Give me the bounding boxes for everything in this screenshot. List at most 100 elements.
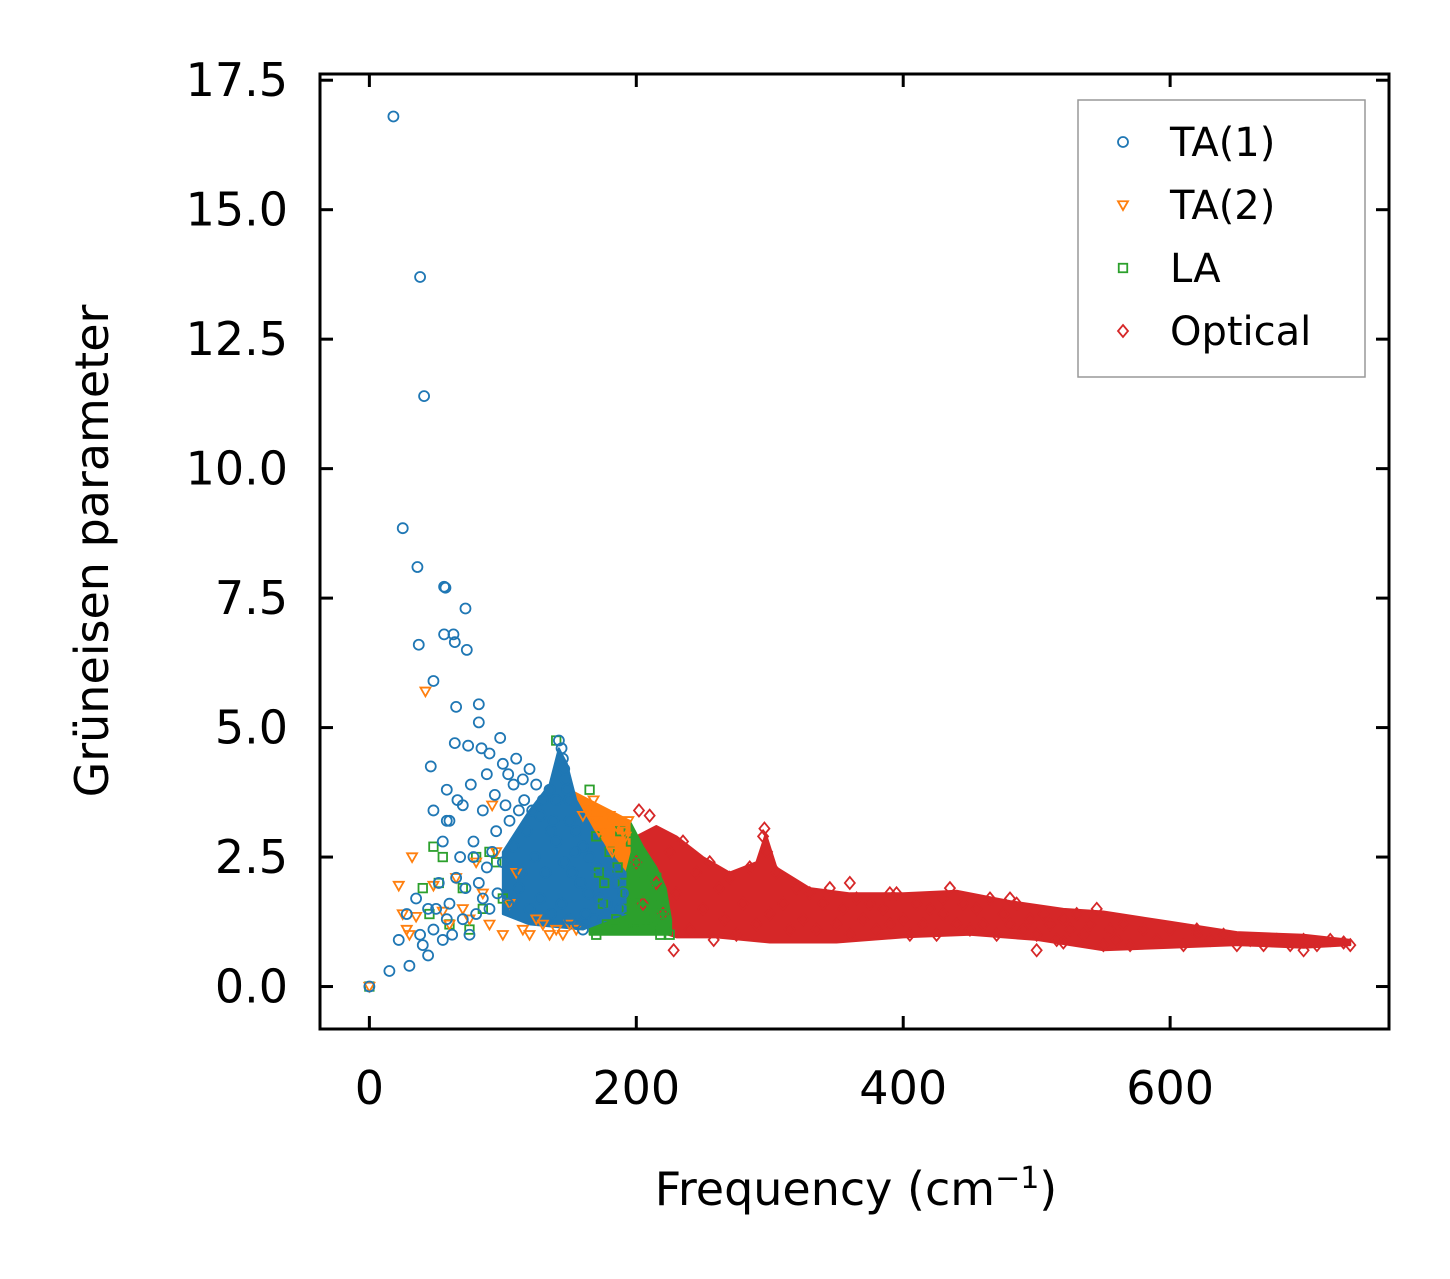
point-ta2	[456, 904, 470, 916]
point-ta1	[563, 913, 576, 926]
point-optical	[776, 896, 790, 912]
y-tick-label: 10.0	[186, 442, 288, 496]
point-la	[664, 929, 675, 940]
point-ta2	[496, 930, 510, 942]
point-la	[647, 924, 658, 935]
point-optical	[1163, 922, 1177, 937]
point-ta1	[414, 271, 426, 283]
point-ta1	[494, 732, 507, 744]
point-optical	[696, 901, 710, 917]
point-ta1	[432, 877, 445, 889]
point-optical	[1003, 916, 1017, 932]
point-optical	[977, 916, 990, 932]
point-optical	[730, 927, 743, 943]
point-optical	[950, 916, 963, 932]
point-ta1	[579, 908, 592, 920]
point-ta1	[555, 897, 568, 910]
point-optical	[1097, 937, 1110, 953]
point-optical	[810, 922, 823, 937]
point-optical	[917, 916, 930, 932]
point-ta1	[475, 742, 488, 755]
point-optical	[703, 854, 716, 870]
point-ta2	[605, 847, 619, 859]
point-ta1	[486, 845, 499, 858]
series-density-bands	[501, 747, 1352, 952]
point-ta1	[436, 835, 449, 848]
point-ta1	[544, 825, 557, 838]
point-ta2	[603, 810, 617, 823]
point-ta1	[577, 923, 589, 936]
point-la	[633, 924, 645, 935]
legend-marker	[1116, 200, 1130, 212]
point-ta1	[569, 845, 581, 858]
point-ta1	[440, 783, 453, 796]
point-ta1	[476, 804, 489, 817]
point-optical	[770, 865, 783, 881]
legend-item: Optical	[1116, 309, 1311, 355]
point-ta1	[422, 949, 435, 962]
point-ta1	[582, 887, 595, 900]
point-ta2	[362, 981, 376, 994]
point-ta1	[416, 939, 429, 952]
y-axis-label: Grüneisen parameter	[65, 304, 119, 797]
point-ta1	[396, 522, 409, 535]
point-ta1	[496, 856, 509, 869]
point-optical	[1257, 937, 1270, 953]
point-optical	[1090, 901, 1103, 917]
point-ta1	[450, 871, 463, 884]
point-optical	[1344, 937, 1357, 953]
point-ta1	[502, 768, 515, 781]
point-ta1	[526, 804, 539, 817]
point-optical	[670, 885, 683, 901]
point-ta1	[488, 789, 501, 801]
y-tick-label: 12.5	[186, 312, 288, 366]
point-la	[599, 877, 610, 889]
legend-marker	[1117, 136, 1129, 148]
point-optical	[723, 870, 736, 886]
point-optical	[910, 896, 923, 912]
point-ta1	[403, 959, 416, 972]
point-ta1	[476, 892, 489, 905]
point-la	[624, 919, 635, 930]
point-optical	[830, 916, 843, 932]
point-ta1	[439, 581, 452, 594]
point-ta2	[402, 930, 416, 942]
point-ta2	[509, 867, 523, 880]
point-ta1	[534, 809, 547, 822]
point-optical	[1063, 922, 1077, 937]
point-optical	[690, 865, 703, 881]
point-ta1	[523, 902, 536, 915]
point-ta2	[600, 836, 614, 849]
y-tick-label: 0.0	[215, 960, 288, 1014]
point-la	[621, 903, 633, 914]
legend-label: TA(2)	[1169, 183, 1275, 229]
point-ta1	[587, 913, 600, 926]
x-tick-label: 400	[859, 1061, 947, 1115]
point-ta1	[523, 763, 536, 775]
point-ta1	[363, 980, 376, 993]
point-optical	[632, 803, 646, 818]
point-optical	[877, 901, 890, 917]
point-optical	[857, 911, 870, 927]
point-ta1	[480, 768, 493, 781]
point-la	[639, 867, 650, 878]
point-ta2	[418, 686, 432, 699]
point-la	[644, 882, 655, 894]
point-optical	[990, 927, 1003, 943]
point-ta1	[392, 934, 405, 946]
point-optical	[1057, 935, 1070, 950]
legend-item: TA(2)	[1116, 183, 1275, 229]
point-optical	[683, 922, 696, 937]
point-optical	[1110, 932, 1123, 948]
point-ta1	[550, 835, 563, 848]
point-optical	[883, 885, 897, 901]
point-ta1	[563, 814, 576, 827]
point-optical	[1284, 937, 1297, 953]
point-la	[617, 877, 629, 889]
point-ta1	[438, 580, 451, 593]
point-ta1	[507, 778, 520, 791]
point-ta1	[543, 783, 556, 796]
point-ta1	[436, 934, 449, 946]
point-ta2	[587, 795, 601, 807]
